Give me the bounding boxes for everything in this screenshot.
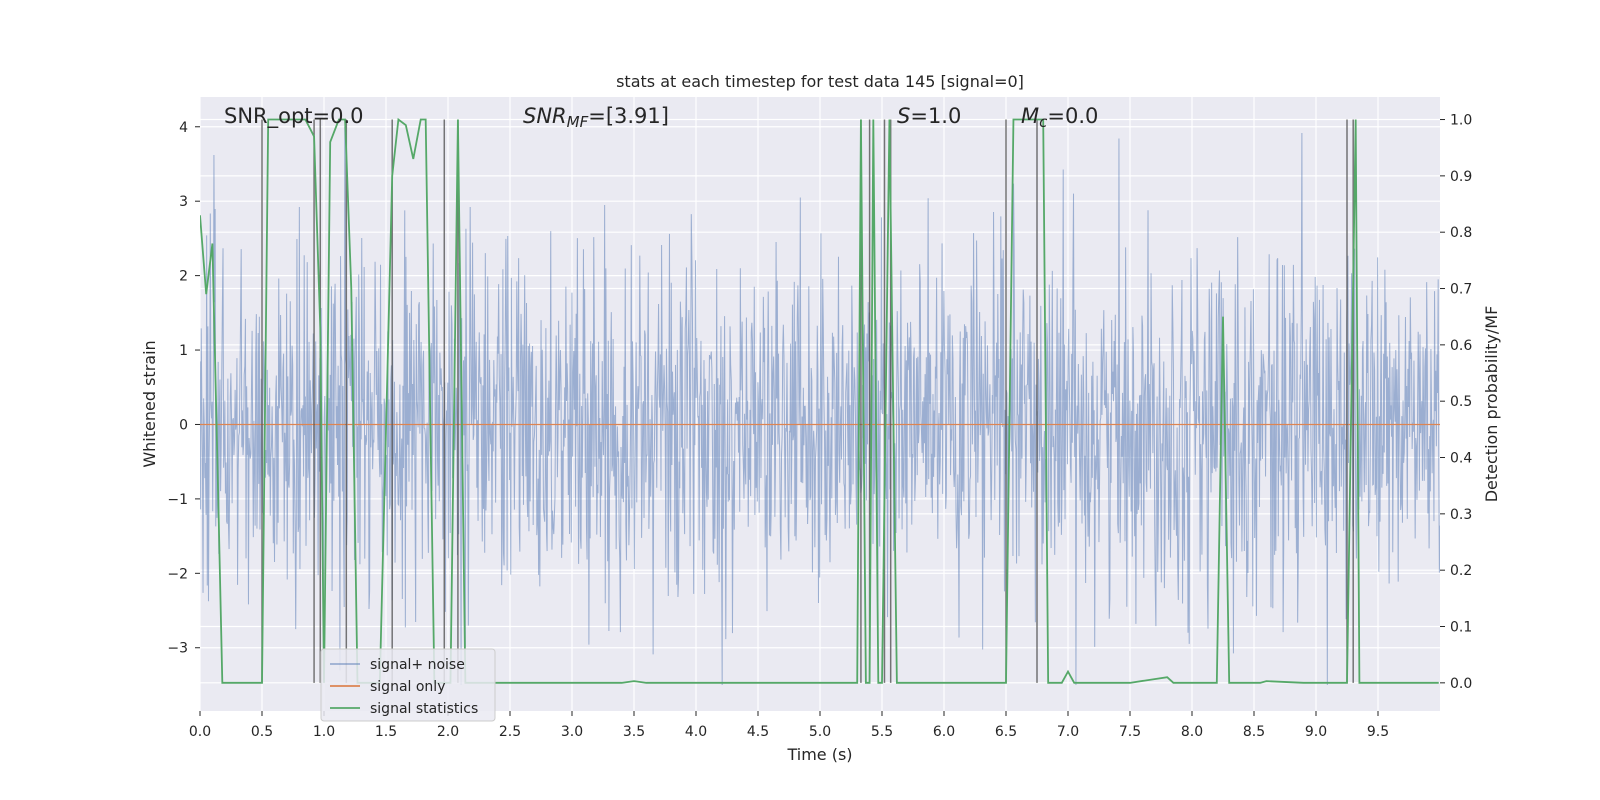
legend-label: signal+ noise [370, 657, 465, 673]
series-line-signal-statistics [200, 117, 1439, 684]
annotation-mc-value: Mc=0.0 [1021, 104, 1098, 131]
y-axis-label-right: Detection probability/MF [1482, 306, 1501, 503]
y-tick-label: −3 [167, 641, 188, 657]
x-tick-label: 9.5 [1367, 724, 1389, 740]
y-axis-label: Whitened strain [140, 340, 159, 467]
x-tick-label: 3.5 [623, 724, 645, 740]
x-tick-label: 9.0 [1305, 724, 1327, 740]
chart-title: stats at each timestep for test data 145… [616, 72, 1024, 91]
y-tick-label: −2 [167, 566, 188, 582]
x-tick-label: 5.5 [871, 724, 893, 740]
y-right-tick-label: 0.3 [1450, 507, 1472, 523]
data-layer [200, 117, 1440, 685]
x-tick-label: 6.5 [995, 724, 1017, 740]
y-tick-label: 4 [179, 120, 188, 136]
annotation-snr-mf: SNRMF=[3.91] [523, 104, 669, 131]
x-tick-label: 5.0 [809, 724, 831, 740]
y-tick-label: 2 [179, 269, 188, 285]
x-tick-label: 7.5 [1119, 724, 1141, 740]
y-right-tick-label: 0.1 [1450, 620, 1472, 636]
x-tick-label: 4.5 [747, 724, 769, 740]
y-tick-label: −1 [167, 492, 188, 508]
x-tick-label: 0.0 [189, 724, 211, 740]
x-tick-label: 8.5 [1243, 724, 1265, 740]
annotation-s-value: S=1.0 [897, 104, 961, 128]
y-right-tick-label: 1.0 [1450, 113, 1472, 129]
y-right-tick-label: 0.0 [1450, 676, 1472, 692]
y-right-tick-label: 0.7 [1450, 282, 1472, 298]
legend-box [320, 648, 496, 722]
annotations: SNR_opt=0.0 SNRMF=[3.91] S=1.0 Mc=0.0 [224, 104, 1098, 131]
x-tick-label: 4.0 [685, 724, 707, 740]
y-tick-label: 0 [179, 417, 188, 433]
x-tick-label: 6.0 [933, 724, 955, 740]
annotation-snr-opt: SNR_opt=0.0 [224, 104, 364, 129]
y-right-tick-label: 0.2 [1450, 563, 1472, 579]
x-tick-label: 7.0 [1057, 724, 1079, 740]
x-tick-label: 8.0 [1181, 724, 1203, 740]
y-right-tick-label: 0.6 [1450, 338, 1472, 354]
x-tick-label: 2.5 [499, 724, 521, 740]
x-tick-label: 2.0 [437, 724, 459, 740]
y-right-tick-label: 0.9 [1450, 169, 1472, 185]
x-tick-label: 1.0 [313, 724, 335, 740]
series-line-signal-noise [200, 126, 1440, 685]
y-right-tick-label: 0.8 [1450, 225, 1472, 241]
legend-label: signal statistics [370, 701, 478, 717]
x-tick-label: 0.5 [251, 724, 273, 740]
y-tick-label: 1 [179, 343, 188, 359]
x-tick-label: 3.0 [561, 724, 583, 740]
legend-label: signal only [370, 679, 445, 695]
legend: signal+ noise signal only signal statistic… [320, 648, 496, 722]
x-axis-label: Time (s) [786, 745, 852, 764]
x-tick-label: 1.5 [375, 724, 397, 740]
y-right-tick-label: 0.5 [1450, 394, 1472, 410]
y-tick-label: 3 [179, 194, 188, 210]
ticks: 0.0 0.5 1.0 1.5 2.0 2.5 3.0 3.5 4.0 4.5 5.0 5.5 6.0 6… [167, 113, 1472, 740]
y-right-tick-label: 0.4 [1450, 451, 1472, 467]
